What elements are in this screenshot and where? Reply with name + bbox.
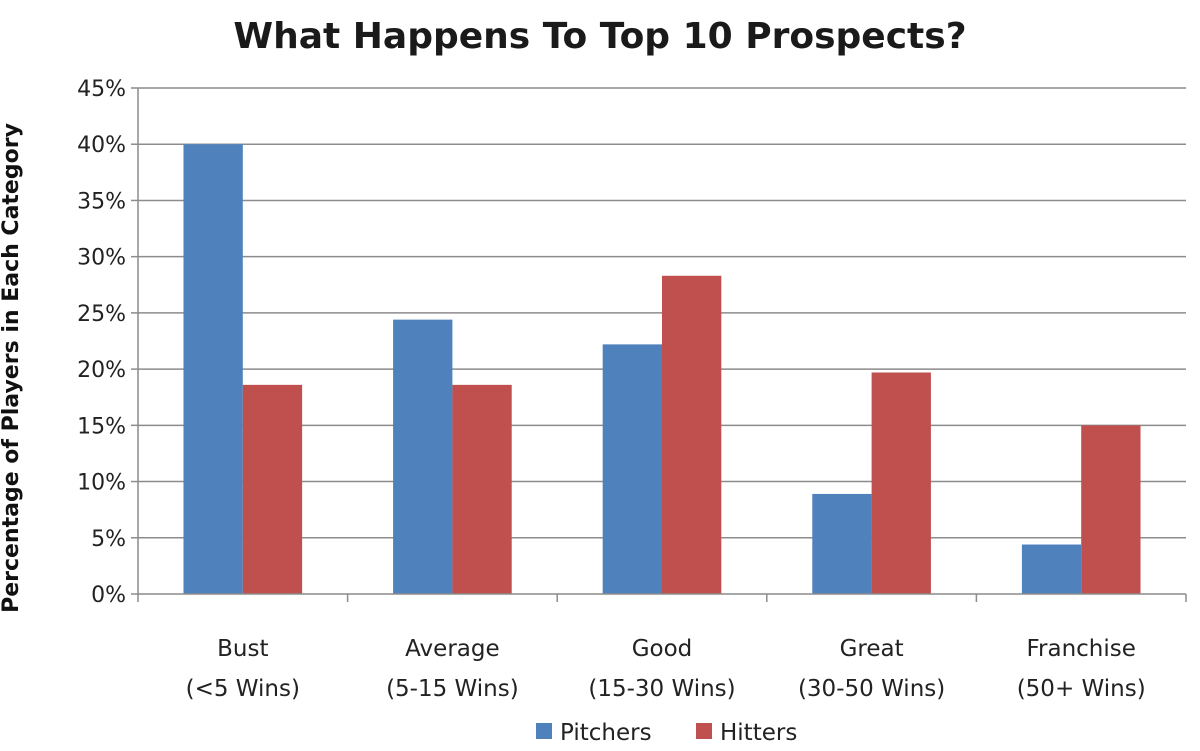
- y-tick-label: 45%: [77, 77, 126, 102]
- bar-hitters-4: [1081, 425, 1141, 594]
- bar-pitchers-4: [1021, 544, 1082, 594]
- legend: Pitchers Hitters: [536, 720, 797, 746]
- bar-pitchers-0: [183, 144, 243, 594]
- x-category-label: (30-50 Wins): [798, 676, 945, 702]
- bar-pitchers-3: [812, 493, 872, 594]
- bars: [183, 144, 1141, 594]
- legend-swatch-pitchers: [536, 723, 552, 739]
- y-tick-label: 10%: [77, 471, 126, 496]
- bar-pitchers-2: [602, 344, 662, 594]
- y-tick-label: 40%: [77, 133, 126, 158]
- y-tick-label: 0%: [91, 583, 126, 608]
- chart-title: What Happens To Top 10 Prospects?: [233, 16, 966, 57]
- y-tick-label: 25%: [77, 302, 126, 327]
- x-category-label: (15-30 Wins): [588, 676, 735, 702]
- legend-label-hitters: Hitters: [720, 720, 797, 746]
- x-category-label: (<5 Wins): [186, 676, 300, 702]
- x-category-label: (5-15 Wins): [386, 676, 519, 702]
- y-tick-label: 20%: [77, 358, 126, 383]
- x-category-label: Franchise: [1026, 636, 1135, 662]
- x-category-label: (50+ Wins): [1017, 676, 1146, 702]
- x-category-label: Good: [632, 636, 693, 662]
- y-axis-title: Percentage of Players in Each Category: [0, 123, 24, 613]
- x-category-label: Great: [840, 636, 904, 662]
- y-tick-label: 5%: [91, 527, 126, 552]
- y-tick-label: 15%: [77, 414, 126, 439]
- y-tick-label: 35%: [77, 189, 126, 214]
- y-tick-labels: 0% 5% 10% 15% 20% 25% 30% 35% 40% 45%: [77, 77, 126, 608]
- y-tick-label: 30%: [77, 246, 126, 271]
- x-category-labels: Bust (<5 Wins) Average (5-15 Wins) Good (15-3…: [186, 636, 1146, 702]
- x-category-label: Bust: [217, 636, 268, 662]
- bar-pitchers-1: [393, 319, 453, 594]
- axes: [131, 87, 1187, 602]
- bar-hitters-3: [871, 372, 931, 594]
- legend-label-pitchers: Pitchers: [560, 720, 652, 746]
- bar-hitters-0: [242, 384, 303, 594]
- bar-hitters-2: [662, 275, 722, 594]
- bar-hitters-1: [452, 384, 512, 594]
- x-category-label: Average: [405, 636, 499, 662]
- legend-swatch-hitters: [696, 723, 712, 739]
